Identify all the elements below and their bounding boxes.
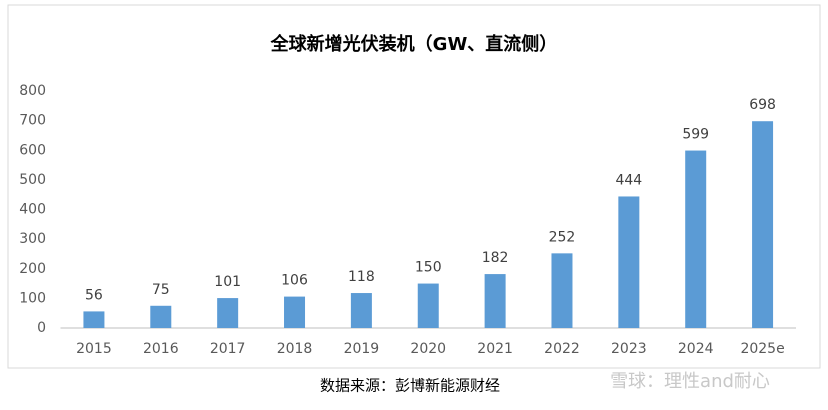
value-label: 599: [682, 127, 709, 143]
x-tick-label: 2020: [410, 341, 446, 357]
y-tick-label: 300: [19, 231, 46, 247]
value-label: 56: [85, 287, 103, 303]
x-tick-label: 2024: [678, 341, 714, 357]
value-label: 101: [214, 274, 241, 290]
x-tick-label: 2019: [344, 341, 380, 357]
bar: [150, 305, 172, 328]
y-tick-label: 400: [19, 202, 46, 218]
x-tick-label: 2017: [210, 341, 246, 357]
y-tick-label: 100: [19, 290, 46, 306]
bar: [752, 121, 774, 328]
value-label: 150: [415, 260, 442, 276]
y-tick-label: 700: [19, 113, 46, 129]
x-tick-label: 2023: [611, 341, 647, 357]
value-label: 182: [482, 250, 509, 266]
source-note: 数据来源：彭博新能源财经: [320, 377, 500, 395]
y-tick-label: 0: [37, 320, 46, 336]
bar: [284, 296, 306, 328]
bar: [350, 293, 372, 328]
bar: [83, 311, 105, 328]
value-label: 118: [348, 269, 375, 285]
chart-title: 全球新增光伏装机（GW、直流侧）: [270, 33, 558, 55]
bar: [484, 274, 506, 328]
watermark: 雪球：理性and耐心: [610, 371, 770, 392]
x-tick-label: 2016: [143, 341, 179, 357]
value-label: 106: [281, 273, 308, 289]
value-label: 444: [615, 172, 642, 188]
x-tick-label: 2015: [76, 341, 112, 357]
bar: [217, 298, 239, 328]
y-tick-label: 200: [19, 261, 46, 277]
bar: [618, 196, 640, 328]
bar: [551, 253, 573, 328]
x-tick-label: 2025e: [740, 341, 784, 357]
y-tick-label: 600: [19, 142, 46, 158]
x-tick-label: 2018: [277, 341, 313, 357]
value-label: 252: [549, 229, 576, 245]
x-tick-label: 2021: [477, 341, 513, 357]
bar: [685, 150, 707, 328]
value-label: 698: [749, 97, 776, 113]
bar: [417, 283, 439, 328]
value-label: 75: [152, 282, 170, 298]
y-tick-label: 500: [19, 172, 46, 188]
chart-frame: [7, 4, 821, 369]
y-tick-label: 800: [19, 83, 46, 99]
x-tick-label: 2022: [544, 341, 580, 357]
